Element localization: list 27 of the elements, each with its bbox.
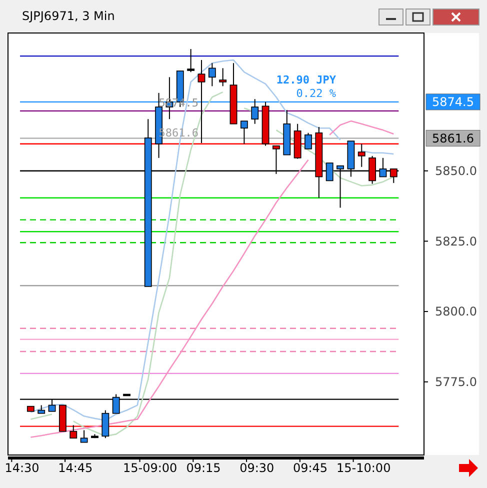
annotation: 12.90 JPY [276, 74, 336, 87]
y-tick-label: 5775.0 [435, 375, 477, 390]
annotation: 0.22 % [296, 86, 336, 100]
y-tick-label: 5850.0 [435, 164, 477, 178]
candlestick [358, 143, 366, 168]
candlestick [240, 120, 248, 144]
x-tick-label: 14:30 [4, 461, 40, 475]
x-tick-label: 09:45 [292, 461, 328, 475]
y-tick-label: 5825.0 [435, 234, 477, 248]
x-tick-label: 14:45 [58, 461, 93, 475]
x-tick-label: 15-10:00 [336, 461, 391, 475]
candlestick [198, 60, 206, 144]
candlestick [251, 98, 259, 124]
candlestick [80, 430, 88, 443]
candlestick [70, 424, 78, 439]
candlestick [304, 132, 312, 150]
x-tick-label: 09:15 [186, 461, 221, 475]
ref-line-label: 5861.6 [432, 131, 474, 146]
ref-line-label: 5874.5 [432, 95, 474, 110]
x-tick-label: 15-09:00 [123, 461, 178, 475]
candlestick [219, 68, 227, 87]
candlestick [208, 62, 216, 87]
candlestick [102, 410, 110, 439]
candlestick [187, 48, 195, 73]
y-tick-label: 5800.0 [435, 304, 477, 319]
chart-title: SJPJ6971, 3 Min [22, 9, 115, 23]
x-tick-label: 09:30 [240, 461, 274, 475]
